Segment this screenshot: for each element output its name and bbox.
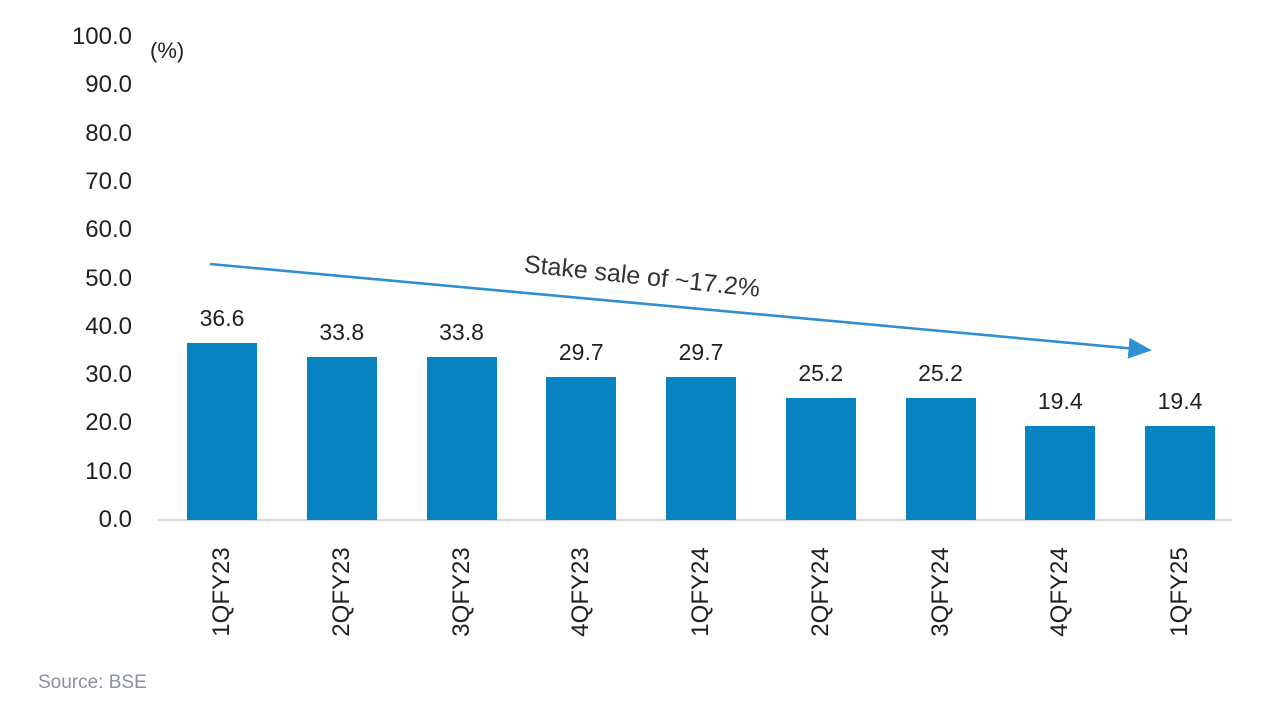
y-axis-tick-label: 60.0 xyxy=(85,216,132,244)
bar-2QFY23 xyxy=(306,356,377,520)
y-axis-tick-label: 70.0 xyxy=(85,167,132,195)
bar-value-label: 25.2 xyxy=(918,360,963,387)
bar-4QFY23 xyxy=(546,376,617,520)
y-axis-tick-label: 20.0 xyxy=(85,409,132,437)
y-axis-tick-label: 90.0 xyxy=(85,71,132,99)
y-axis-tick-label: 10.0 xyxy=(85,457,132,485)
bar-1QFY25 xyxy=(1145,426,1215,520)
y-axis-tick-label: 0.0 xyxy=(98,506,132,533)
bar-value-label: 33.8 xyxy=(439,318,484,345)
source-note: Source: BSE xyxy=(38,672,147,693)
bar-value-label: 36.6 xyxy=(199,305,245,332)
y-axis-tick-label: 40.0 xyxy=(85,312,132,340)
y-axis-tick-label: 30.0 xyxy=(85,361,132,389)
bar-3QFY24 xyxy=(905,398,976,520)
y-axis-unit-label: (%) xyxy=(150,38,185,63)
x-axis-line xyxy=(158,519,1232,521)
y-axis-tick-label: 50.0 xyxy=(85,264,132,292)
bar-value-label: 33.8 xyxy=(319,318,365,345)
bar-4QFY24 xyxy=(1025,426,1096,520)
bar-value-label: 25.2 xyxy=(798,360,844,387)
bar-value-label: 19.4 xyxy=(1157,388,1203,415)
y-axis-tick-label: 100.0 xyxy=(71,23,132,50)
bar-1QFY24 xyxy=(666,376,736,520)
bar-1QFY23 xyxy=(187,343,257,520)
bar-value-label: 29.7 xyxy=(678,338,724,365)
y-axis-tick-label: 80.0 xyxy=(85,119,132,147)
bar-value-label: 29.7 xyxy=(558,338,604,365)
bar-2QFY24 xyxy=(785,398,856,520)
bar-3QFY23 xyxy=(426,356,497,520)
bar-value-label: 19.4 xyxy=(1037,388,1083,415)
